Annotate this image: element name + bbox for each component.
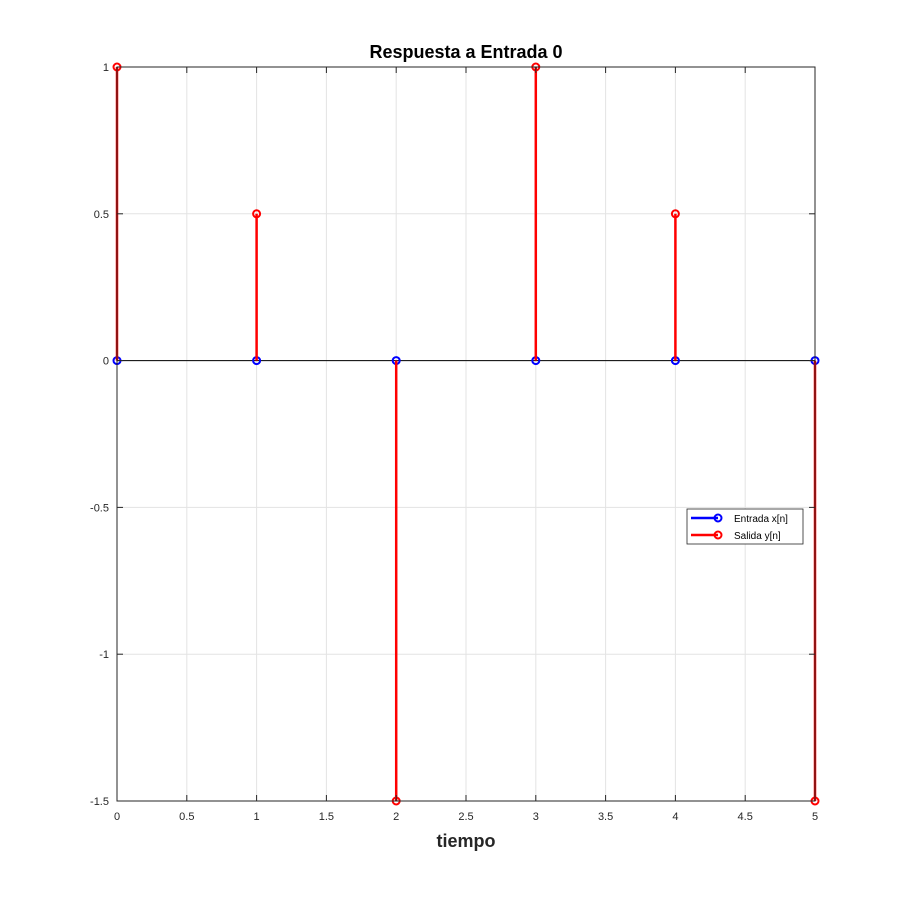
x-tick-label: 4.5 — [738, 811, 753, 823]
x-tick-label: 5 — [812, 811, 818, 823]
y-tick-label: -1.5 — [90, 796, 109, 808]
x-tick-label: 3 — [533, 811, 539, 823]
legend[interactable]: Entrada x[n] Salida y[n] — [686, 508, 804, 545]
stem-marker-salida — [252, 209, 262, 219]
x-tick-label: 1 — [254, 811, 260, 823]
x-tick-label: 1.5 — [319, 811, 334, 823]
legend-marker-salida — [713, 530, 723, 540]
legend-box — [686, 508, 804, 545]
x-tick-label: 4 — [672, 811, 678, 823]
x-tick-label: 2.5 — [458, 811, 473, 823]
x-tick-label: 3.5 — [598, 811, 613, 823]
y-tick-label: 0.5 — [94, 209, 109, 221]
x-tick-label: 0.5 — [179, 811, 194, 823]
y-tick-label: 1 — [103, 62, 109, 74]
legend-label-salida: Salida y[n] — [734, 531, 781, 542]
ticks: 0 0.5 1 1.5 2 2.5 3 3.5 4 4.5 5 -1.5 -1 -0.5 0 0.5 1 — [90, 62, 818, 823]
x-tick-label: 0 — [114, 811, 120, 823]
stem-marker-salida — [670, 209, 680, 219]
legend-label-entrada: Entrada x[n] — [734, 514, 788, 525]
x-axis-label: tiempo — [436, 831, 495, 851]
x-tick-label: 2 — [393, 811, 399, 823]
y-tick-label: -1 — [99, 649, 109, 661]
y-tick-label: -0.5 — [90, 502, 109, 514]
legend-marker-entrada — [713, 513, 723, 523]
y-tick-label: 0 — [103, 356, 109, 368]
chart-title: Respuesta a Entrada 0 — [369, 42, 562, 62]
